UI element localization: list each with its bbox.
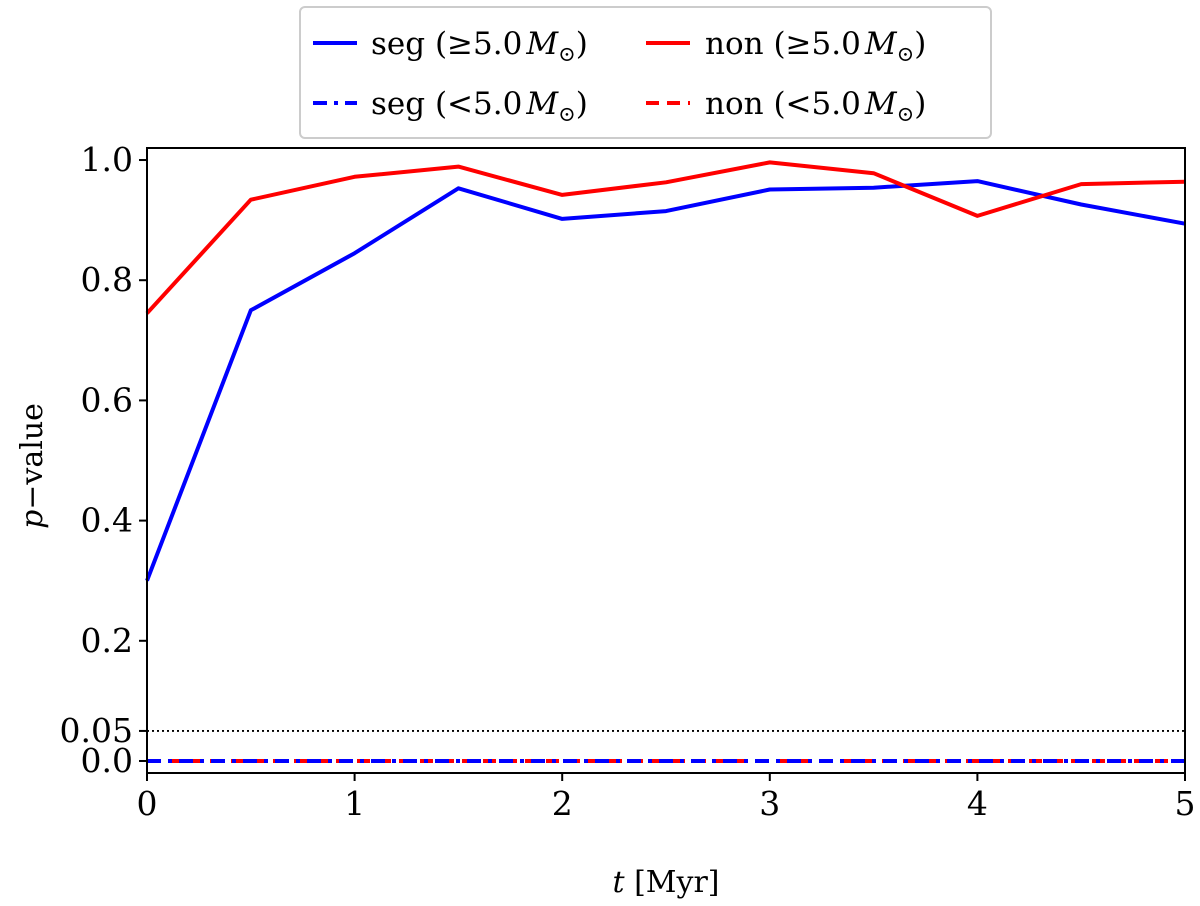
legend-entry-seg-lt: seg (<5.0 M⊙) — [313, 86, 588, 126]
legend-label: seg (<5.0 M⊙) — [371, 86, 588, 126]
plot-frame — [146, 147, 1186, 774]
legend-label: non (<5.0 M⊙) — [705, 86, 926, 126]
y-tick-label: 0.2 — [81, 621, 133, 660]
series-line-seg-ge — [145, 179, 1186, 582]
y-tick-label: 0.8 — [81, 260, 133, 299]
series-layer — [145, 160, 1186, 763]
x-tick-label: 2 — [552, 784, 573, 823]
y-tick-label: 1.0 — [81, 140, 133, 179]
x-tick-label: 5 — [1175, 784, 1196, 823]
y-axis-label: p−value — [15, 403, 50, 529]
x-tick-label: 0 — [137, 784, 158, 823]
y-tick-label: 0.4 — [81, 501, 133, 540]
legend-entry-seg-ge: seg (≥5.0 M⊙) — [313, 26, 588, 66]
y-tick-label: 0.0 — [81, 741, 133, 780]
y-tick-label: 0.05 — [60, 711, 133, 750]
legend-entry-non-ge: non (≥5.0 M⊙) — [646, 26, 926, 66]
legend: seg (≥5.0 M⊙) non (≥5.0 M⊙) seg (<5.0 M⊙) non … — [299, 6, 992, 139]
y-axis-ticks: 0.00.05 0.2 0.4 0.6 0.8 1.0 — [60, 140, 147, 780]
x-tick-label: 3 — [759, 784, 780, 823]
x-axis-ticks: 0 1 2 3 4 5 — [137, 773, 1196, 823]
legend-entries: seg (≥5.0 M⊙) non (≥5.0 M⊙) seg (<5.0 M⊙) non … — [313, 26, 926, 126]
legend-frame — [299, 6, 992, 139]
legend-label: non (≥5.0 M⊙) — [705, 26, 926, 66]
legend-label: seg (≥5.0 M⊙) — [371, 26, 588, 66]
x-axis-label: t [Myr] — [612, 865, 719, 900]
x-tick-label: 4 — [967, 784, 988, 823]
y-tick-label: 0.6 — [81, 380, 133, 419]
x-tick-label: 1 — [344, 784, 365, 823]
series-line-non-ge — [145, 160, 1186, 315]
legend-entry-non-lt: non (<5.0 M⊙) — [646, 86, 926, 126]
